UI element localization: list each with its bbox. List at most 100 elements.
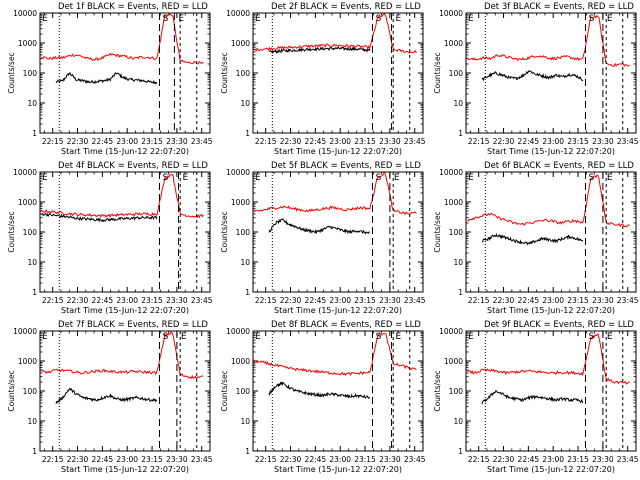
x-tick-label: 23:15 — [567, 137, 589, 146]
x-tick-label: 22:15 — [468, 455, 490, 464]
y-axis-label: Counts/sec — [433, 52, 442, 93]
x-tick-label: 23:15 — [567, 455, 589, 464]
x-tick-label: 22:15 — [468, 296, 490, 305]
lld-series-line — [40, 174, 204, 219]
y-tick-label: 100 — [449, 69, 464, 78]
y-tick-label: 10 — [27, 417, 37, 426]
y-tick-label: 1 — [32, 447, 37, 456]
x-tick-label: 23:00 — [116, 296, 138, 305]
start-marker-label: S — [376, 332, 382, 342]
y-tick-label: 1000 — [18, 357, 37, 366]
x-tick-label: 23:45 — [191, 137, 213, 146]
y-tick-label: 1 — [245, 129, 250, 138]
y-tick-label: 1000 — [231, 357, 250, 366]
corner-marker-label: E — [255, 332, 261, 342]
corner-marker-label: E — [468, 14, 474, 24]
x-tick-label: 23:15 — [354, 455, 376, 464]
y-axis-label: Counts/sec — [7, 370, 16, 411]
x-tick-label: 22:15 — [42, 455, 64, 464]
y-tick-label: 10000 — [226, 327, 250, 336]
x-tick-label: 23:30 — [379, 137, 401, 146]
x-tick-label: 23:00 — [116, 455, 138, 464]
x-tick-label: 23:30 — [592, 455, 614, 464]
corner-marker-label: E — [468, 173, 474, 183]
end-marker-label: E — [394, 173, 400, 183]
lld-series-line — [40, 13, 204, 65]
y-tick-label: 1000 — [444, 198, 463, 207]
x-tick-label: 23:00 — [329, 296, 351, 305]
panel-7: Det 7f BLACK = Events, RED = LLD 1 10 100 10… — [7, 320, 213, 474]
x-tick-label: 23:15 — [354, 137, 376, 146]
panel-title: Det 2f BLACK = Events, RED = LLD — [271, 2, 421, 12]
x-tick-label: 22:30 — [280, 455, 302, 464]
x-tick-label: 22:30 — [67, 137, 89, 146]
x-tick-label: 22:30 — [493, 296, 515, 305]
x-tick-label: 22:30 — [280, 296, 302, 305]
x-axis-label: Start Time (15-Jun-12 22:07:20) — [274, 465, 402, 474]
panel-title: Det 7f BLACK = Events, RED = LLD — [58, 320, 208, 330]
x-tick-label: 22:15 — [42, 296, 64, 305]
y-axis-label: Counts/sec — [220, 52, 229, 93]
x-tick-label: 23:15 — [141, 296, 163, 305]
y-tick-label: 10000 — [226, 168, 250, 177]
end-marker-label: E — [607, 332, 613, 342]
y-tick-label: 10 — [27, 258, 37, 267]
panel-title: Det 5f BLACK = Events, RED = LLD — [271, 161, 421, 171]
y-tick-label: 10 — [27, 99, 37, 108]
y-tick-label: 100 — [236, 387, 251, 396]
panel-title: Det 8f BLACK = Events, RED = LLD — [271, 320, 421, 330]
y-tick-label: 1 — [458, 129, 463, 138]
x-tick-label: 23:45 — [191, 455, 213, 464]
x-tick-label: 22:30 — [67, 296, 89, 305]
y-tick-label: 100 — [449, 228, 464, 237]
x-tick-label: 23:30 — [592, 296, 614, 305]
x-tick-label: 23:15 — [141, 137, 163, 146]
corner-marker-label: E — [42, 14, 48, 24]
y-tick-label: 100 — [449, 387, 464, 396]
x-tick-label: 22:15 — [42, 137, 64, 146]
corner-marker-label: E — [255, 14, 261, 24]
x-tick-label: 23:00 — [116, 137, 138, 146]
start-marker-label: S — [163, 173, 169, 183]
y-tick-label: 100 — [23, 387, 38, 396]
y-axis-label: Counts/sec — [7, 211, 16, 252]
x-tick-label: 22:30 — [280, 137, 302, 146]
x-tick-label: 23:30 — [379, 296, 401, 305]
y-tick-label: 10000 — [226, 9, 250, 18]
x-tick-label: 22:45 — [305, 137, 327, 146]
lld-series-line — [40, 331, 204, 380]
y-tick-label: 100 — [23, 69, 38, 78]
x-tick-label: 23:15 — [141, 455, 163, 464]
x-tick-label: 23:45 — [191, 296, 213, 305]
x-tick-label: 22:45 — [92, 455, 114, 464]
x-tick-label: 22:30 — [493, 455, 515, 464]
x-tick-label: 22:15 — [468, 137, 490, 146]
end-marker-label: E — [396, 332, 402, 342]
y-tick-label: 10 — [240, 99, 250, 108]
panel-title: Det 6f BLACK = Events, RED = LLD — [484, 161, 634, 171]
lld-series-line — [466, 14, 630, 68]
panel-title: Det 1f BLACK = Events, RED = LLD — [58, 2, 208, 12]
x-tick-label: 23:15 — [567, 296, 589, 305]
end-marker-label: E — [607, 14, 613, 24]
y-tick-label: 100 — [23, 228, 38, 237]
x-tick-label: 22:15 — [255, 455, 277, 464]
y-tick-label: 1 — [458, 447, 463, 456]
x-tick-label: 22:45 — [92, 296, 114, 305]
x-tick-label: 23:45 — [617, 296, 639, 305]
start-marker-label: S — [376, 173, 382, 183]
x-tick-label: 22:45 — [305, 455, 327, 464]
x-tick-label: 22:45 — [518, 455, 540, 464]
x-tick-label: 23:30 — [166, 137, 188, 146]
events-series-line — [268, 381, 370, 399]
panel-title: Det 9f BLACK = Events, RED = LLD — [484, 320, 634, 330]
y-tick-label: 1 — [458, 288, 463, 297]
x-tick-label: 22:45 — [518, 296, 540, 305]
x-tick-label: 23:00 — [329, 137, 351, 146]
y-axis-label: Counts/sec — [220, 211, 229, 252]
x-axis-label: Start Time (15-Jun-12 22:07:20) — [487, 147, 615, 156]
x-tick-label: 22:30 — [67, 455, 89, 464]
y-tick-label: 1000 — [231, 39, 250, 48]
x-tick-label: 23:45 — [404, 455, 426, 464]
